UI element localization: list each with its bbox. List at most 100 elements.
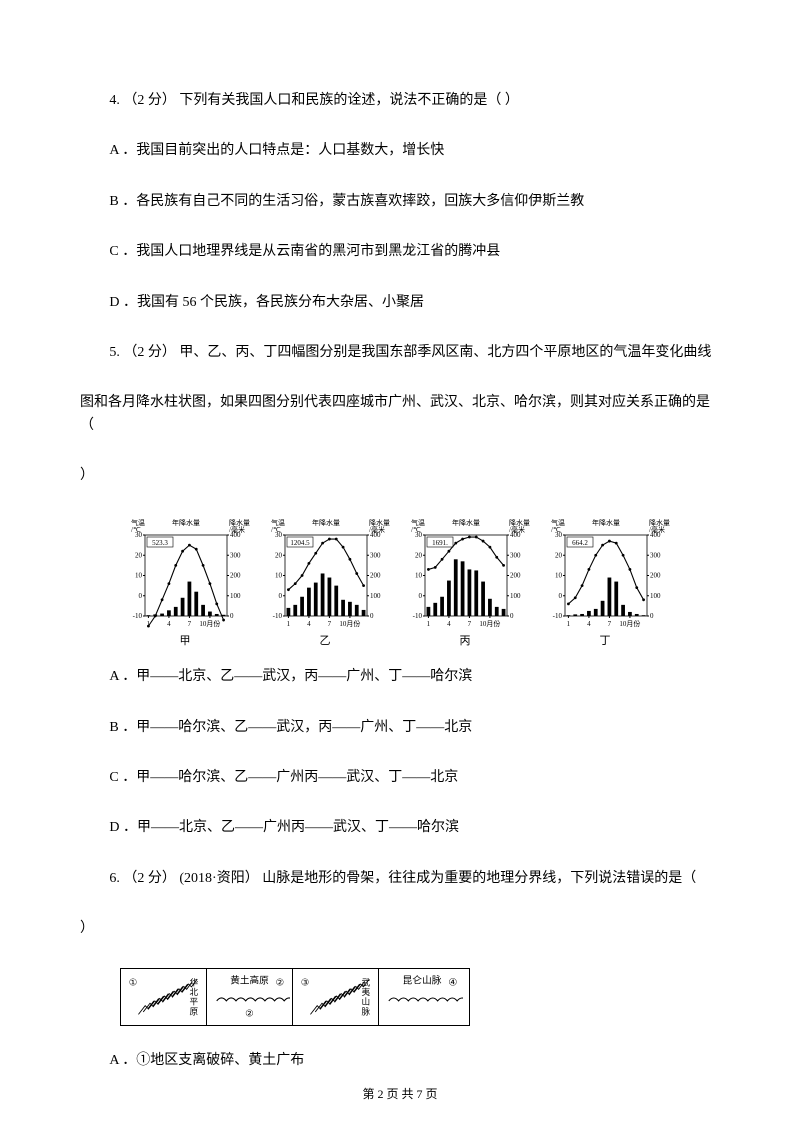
q6-diagram: ①华北平原 ②黄土高原② ③武夷山脉 ④昆仑山脉: [120, 968, 470, 1026]
svg-text:10: 10: [415, 571, 423, 579]
svg-text:300: 300: [230, 551, 241, 559]
chart-ding: 气温/℃年降水量降水量/毫米3020100-104003002001000147…: [540, 516, 670, 651]
svg-text:100: 100: [650, 591, 661, 599]
svg-text:4: 4: [587, 620, 591, 628]
svg-text:100: 100: [510, 591, 521, 599]
svg-text:原: 原: [190, 1007, 199, 1017]
svg-text:7: 7: [328, 620, 332, 628]
q5-C: C ．甲——哈尔滨、乙——广州丙——武汉、丁——北京: [80, 767, 720, 789]
svg-text:1204.5: 1204.5: [290, 539, 310, 547]
svg-text:20: 20: [415, 551, 423, 559]
q5-chart-row: 气温/℃年降水量降水量/毫米3020100-104003002001000147…: [120, 516, 720, 651]
svg-text:10月份: 10月份: [199, 619, 220, 628]
q5-D: D ．甲——北京、乙——广州丙——武汉、丁——哈尔滨: [80, 817, 720, 839]
svg-text:-10: -10: [413, 612, 423, 620]
svg-text:200: 200: [370, 571, 381, 579]
svg-text:年降水量: 年降水量: [172, 518, 200, 527]
q5-stem-2: 图和各月降水柱状图，如果四图分别代表四座城市广州、武汉、北京、哈尔滨，则其对应关…: [80, 392, 720, 437]
q4-B: B ．各民族有自己不同的生活习俗，蒙古族喜欢摔跤，回族大多信仰伊斯兰教: [80, 191, 720, 213]
svg-text:夷: 夷: [362, 987, 371, 998]
svg-text:200: 200: [650, 571, 661, 579]
svg-text:664.2: 664.2: [572, 539, 588, 547]
svg-text:0: 0: [510, 612, 514, 620]
svg-text:10月份: 10月份: [619, 619, 640, 628]
q5-A: A ．甲——北京、乙——武汉，丙——广州、丁——哈尔滨: [80, 666, 720, 688]
diagram-cell-3: ③ 武夷山脉: [293, 969, 379, 1025]
svg-text:黄土高原: 黄土高原: [230, 975, 269, 987]
svg-text:7: 7: [188, 620, 192, 628]
q5-B: B ．甲——哈尔滨、乙——武汉，丙——广州、丁——北京: [80, 717, 720, 739]
svg-text:400: 400: [510, 531, 521, 539]
svg-text:10: 10: [275, 571, 283, 579]
svg-text:30: 30: [555, 531, 563, 539]
svg-text:300: 300: [650, 551, 661, 559]
svg-text:②: ②: [276, 978, 285, 989]
svg-text:4: 4: [447, 620, 451, 628]
q4-A: A ．我国目前突出的人口特点是：人口基数大，增长快: [80, 140, 720, 162]
footer-page: 第 2 页 共 7 页: [0, 1085, 800, 1104]
svg-text:平: 平: [190, 997, 199, 1007]
q4-D: D ．我国有 56 个民族，各民族分布大杂居、小聚居: [80, 292, 720, 314]
svg-text:20: 20: [135, 551, 143, 559]
svg-text:②: ②: [245, 1009, 254, 1020]
q6-stem-2: ）: [80, 918, 720, 940]
chart-yi: 气温/℃年降水量降水量/毫米3020100-104003002001000147…: [260, 516, 390, 651]
chart-label-yi: 乙: [260, 633, 390, 651]
svg-text:4: 4: [307, 620, 311, 628]
svg-text:华: 华: [190, 977, 199, 988]
svg-text:0: 0: [370, 612, 374, 620]
svg-text:0: 0: [559, 591, 563, 599]
svg-text:北: 北: [190, 988, 199, 998]
svg-text:7: 7: [608, 620, 612, 628]
svg-text:1691.: 1691.: [432, 539, 448, 547]
svg-text:20: 20: [275, 551, 283, 559]
svg-text:200: 200: [230, 571, 241, 579]
svg-text:-10: -10: [273, 612, 283, 620]
q6-A: A ．①地区支离破碎、黄土广布: [80, 1050, 720, 1072]
chart-jia: 气温/℃年降水量降水量/毫米3020100-104003002001000147…: [120, 516, 250, 651]
diagram-cell-2: ② 黄土高原 ②: [207, 969, 293, 1025]
svg-text:0: 0: [650, 612, 654, 620]
chart-label-bing: 丙: [400, 633, 530, 651]
svg-text:30: 30: [275, 531, 283, 539]
svg-text:100: 100: [370, 591, 381, 599]
svg-text:30: 30: [135, 531, 143, 539]
svg-text:10: 10: [135, 571, 143, 579]
svg-text:10月份: 10月份: [479, 619, 500, 628]
svg-text:20: 20: [555, 551, 563, 559]
svg-text:年降水量: 年降水量: [452, 518, 480, 527]
svg-text:0: 0: [139, 591, 143, 599]
svg-text:200: 200: [510, 571, 521, 579]
svg-text:0: 0: [230, 612, 234, 620]
svg-text:300: 300: [370, 551, 381, 559]
diagram-cell-4: ④昆仑山脉: [379, 969, 465, 1025]
q4-stem: 4. （2 分） 下列有关我国人口和民族的诠述，说法不正确的是（ ）: [80, 90, 720, 112]
svg-text:④: ④: [448, 978, 457, 989]
svg-text:③: ③: [301, 978, 310, 989]
svg-text:1: 1: [287, 620, 291, 628]
svg-text:1: 1: [567, 620, 571, 628]
svg-text:523.3: 523.3: [152, 539, 168, 547]
svg-text:7: 7: [468, 620, 472, 628]
svg-text:400: 400: [650, 531, 661, 539]
svg-text:山: 山: [362, 997, 371, 1007]
q6-stem-1: 6. （2 分） (2018·资阳） 山脉是地形的骨架，往往成为重要的地理分界线…: [80, 868, 720, 890]
svg-text:300: 300: [510, 551, 521, 559]
svg-text:400: 400: [370, 531, 381, 539]
svg-text:1: 1: [427, 620, 431, 628]
chart-label-ding: 丁: [540, 633, 670, 651]
svg-text:10月份: 10月份: [339, 619, 360, 628]
svg-text:武: 武: [362, 977, 371, 988]
svg-text:年降水量: 年降水量: [592, 518, 620, 527]
q5-stem-3: ）: [80, 465, 720, 487]
chart-label-jia: 甲: [120, 633, 250, 651]
q4-C: C ．我国人口地理界线是从云南省的黑河市到黑龙江省的腾冲县: [80, 241, 720, 263]
svg-text:10: 10: [555, 571, 563, 579]
svg-text:400: 400: [230, 531, 241, 539]
svg-text:100: 100: [230, 591, 241, 599]
svg-text:0: 0: [279, 591, 283, 599]
svg-text:脉: 脉: [362, 1007, 371, 1017]
svg-text:4: 4: [167, 620, 171, 628]
q5-stem-1: 5. （2 分） 甲、乙、丙、丁四幅图分别是我国东部季风区南、北方四个平原地区的…: [80, 342, 720, 364]
svg-text:-10: -10: [553, 612, 563, 620]
